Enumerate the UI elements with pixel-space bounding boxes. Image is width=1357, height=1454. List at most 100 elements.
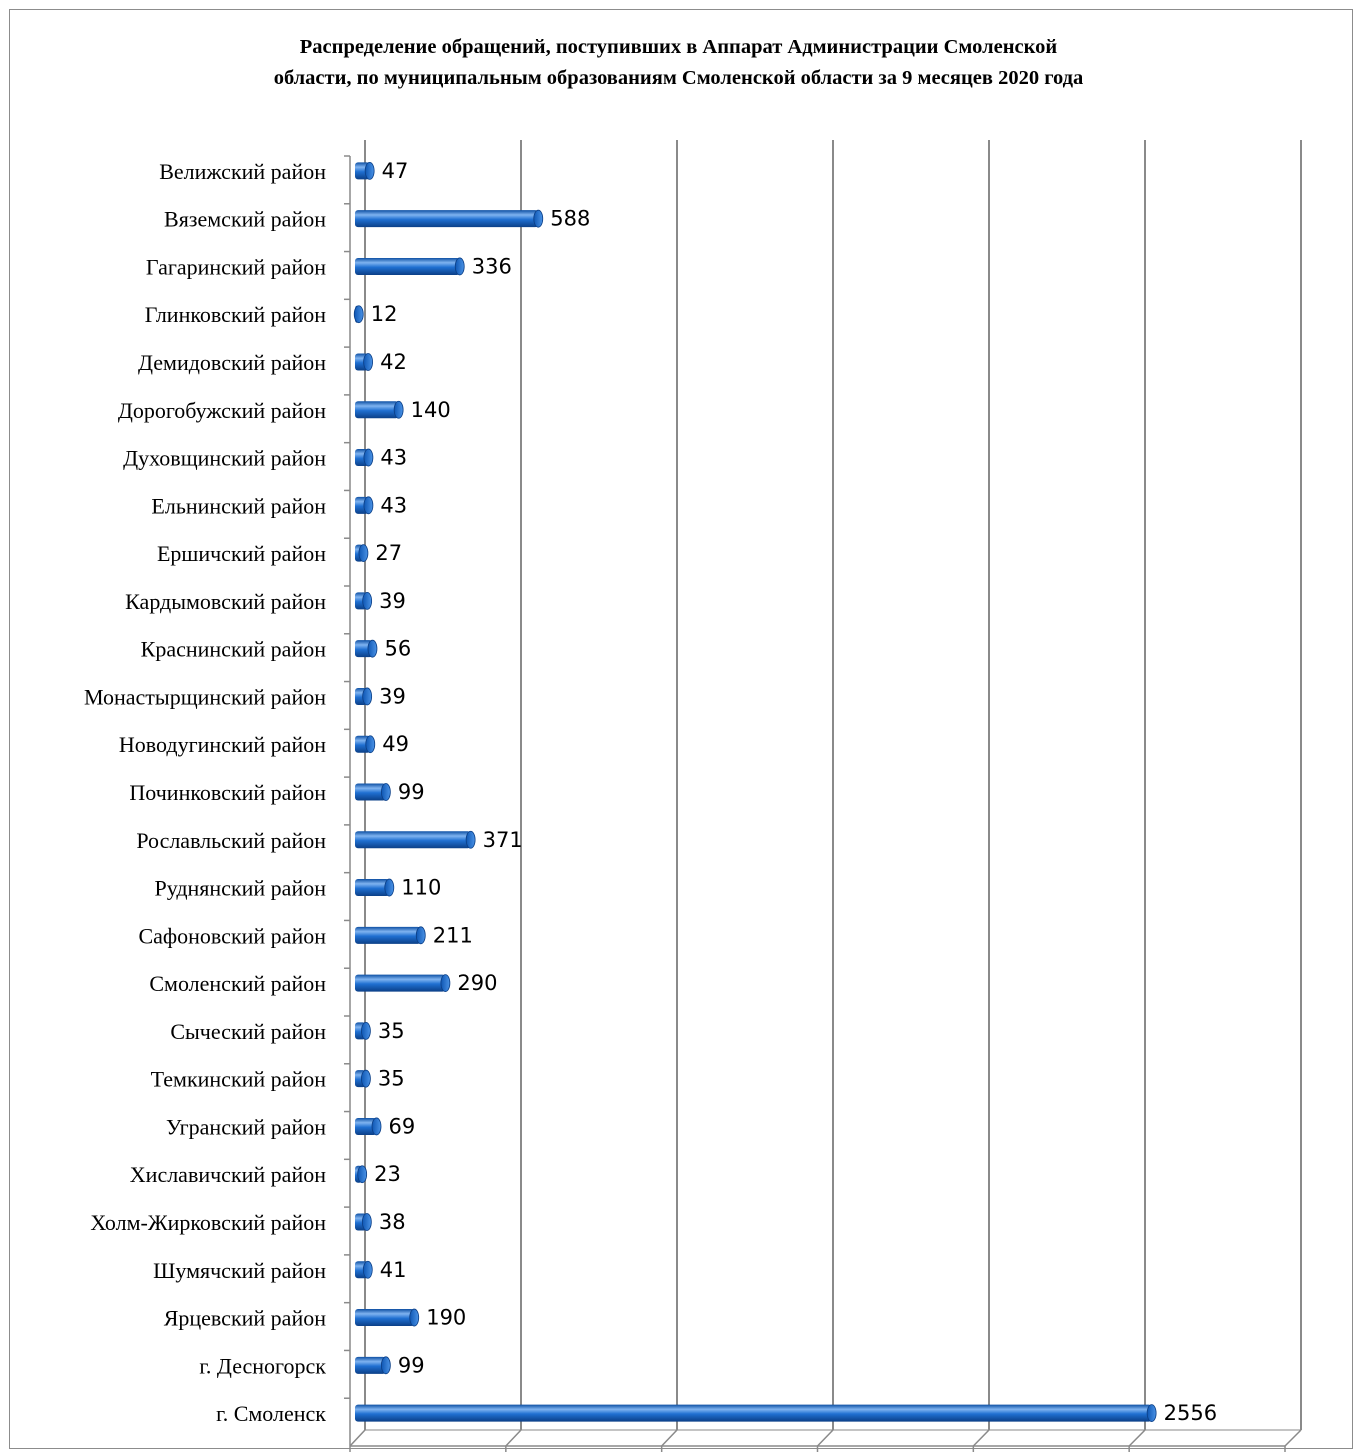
category-label: Монастырщинский район — [84, 684, 326, 709]
category-label: Сафоновский район — [138, 923, 326, 948]
bar-cap-1 — [364, 161, 375, 180]
chart-title-line-2: области, по муниципальным образованиям С… — [273, 67, 1084, 89]
bar-cap-15 — [465, 830, 476, 849]
floor-gridline-1500 — [816, 1429, 834, 1447]
value-label: 12 — [371, 302, 398, 326]
value-label: 35 — [378, 1019, 405, 1043]
value-label: 49 — [382, 732, 409, 756]
category-label: Сыческий район — [170, 1019, 326, 1044]
bar-cap-16 — [384, 878, 395, 897]
bar-cap-21 — [371, 1117, 382, 1136]
value-label: 588 — [550, 207, 590, 231]
category-label: Вяземский район — [164, 207, 326, 232]
bar-26 — [355, 1356, 386, 1374]
floor-gridline-3000 — [1284, 1429, 1302, 1447]
bar-cap-9 — [358, 544, 369, 563]
category-label: Гагаринский район — [146, 254, 326, 279]
value-label: 99 — [398, 780, 425, 804]
bar-cap-22 — [357, 1165, 368, 1184]
floor-gridline-0 — [349, 1429, 366, 1447]
category-label: Глинковский район — [145, 302, 326, 327]
category-label: Кардымовский район — [125, 589, 326, 614]
bar-cap-20 — [361, 1069, 371, 1088]
category-label: Ельнинский район — [151, 493, 326, 518]
category-label: Краснинский район — [141, 637, 327, 662]
bar-16 — [355, 879, 390, 897]
bar-3 — [355, 257, 460, 275]
floor-gridline-2500 — [1128, 1429, 1146, 1447]
bar-cap-24 — [362, 1260, 373, 1279]
value-label: 69 — [389, 1114, 416, 1138]
bar-cap-14 — [380, 783, 391, 801]
value-label: 43 — [380, 493, 407, 517]
bar-cap-27 — [1146, 1404, 1157, 1423]
category-label: Темкинский район — [151, 1067, 327, 1092]
bar-cap-2 — [533, 209, 544, 228]
chart-title-line-1: Распределение обращений, поступивших в А… — [299, 36, 1058, 58]
category-label: г. Смоленск — [216, 1401, 326, 1426]
chart-title: Распределение обращений, поступивших в А… — [0, 32, 1357, 94]
value-label: 56 — [384, 637, 411, 661]
bar-18 — [355, 974, 446, 992]
bar-17 — [355, 926, 421, 944]
bar-11 — [355, 640, 373, 658]
bar-cap-6 — [393, 400, 404, 419]
category-label: Новодугинский район — [119, 732, 326, 757]
bar-cap-7 — [363, 448, 374, 467]
category-label: Демидовский район — [138, 350, 326, 375]
bar-15 — [355, 831, 471, 849]
bar-layer — [353, 161, 1157, 1423]
value-label: 39 — [379, 589, 406, 613]
bar-cap-12 — [362, 687, 373, 706]
value-label: 43 — [380, 446, 407, 470]
category-label: Шумячский район — [153, 1258, 326, 1283]
label-layer: 050010001500200025003000Велижский район4… — [84, 159, 1217, 1426]
value-label: 35 — [378, 1067, 405, 1091]
category-label: Рославльский район — [136, 828, 326, 853]
value-label: 336 — [472, 254, 512, 278]
category-label: Ершичский район — [157, 541, 326, 566]
category-label: Велижский район — [159, 159, 326, 184]
value-label: 38 — [379, 1210, 406, 1234]
bar-14 — [355, 783, 386, 801]
bar-21 — [355, 1117, 377, 1135]
value-label: 42 — [380, 350, 407, 374]
value-label: 140 — [411, 398, 451, 422]
category-label: Починковский район — [129, 780, 326, 805]
value-label: 190 — [426, 1306, 466, 1330]
bar-cap-26 — [380, 1356, 391, 1375]
bar-cap-18 — [440, 974, 451, 993]
bar-27 — [355, 1404, 1152, 1422]
value-label: 39 — [379, 684, 406, 708]
category-label: Холм-Жирковский район — [90, 1210, 326, 1235]
bar-cap-25 — [409, 1308, 420, 1327]
value-label: 290 — [457, 971, 497, 995]
chart-frame — [9, 9, 1353, 1449]
floor-gridline-1000 — [661, 1429, 678, 1447]
value-label: 99 — [398, 1353, 425, 1377]
bar-cap-17 — [415, 926, 426, 945]
bar-cap-23 — [361, 1213, 372, 1231]
bar-cap-11 — [367, 639, 378, 658]
category-label: Дорогобужский район — [118, 398, 326, 423]
axis-layer — [344, 155, 1301, 1452]
category-label: Хиславичский район — [130, 1162, 326, 1187]
value-label: 27 — [375, 541, 402, 565]
value-label: 23 — [374, 1162, 401, 1186]
bar-6 — [355, 401, 399, 419]
bar-2 — [355, 210, 539, 228]
category-label: Духовщинский район — [123, 446, 326, 471]
bar-cap-10 — [362, 591, 373, 610]
category-label: Руднянский район — [154, 876, 326, 901]
bar-cap-5 — [363, 353, 373, 371]
value-label: 110 — [401, 876, 441, 900]
category-label: Смоленский район — [149, 971, 326, 996]
category-label: г. Десногорск — [199, 1353, 326, 1378]
value-label: 47 — [382, 159, 409, 183]
value-label: 2556 — [1164, 1401, 1217, 1425]
bar-cap-4 — [353, 305, 364, 324]
bar-25 — [355, 1309, 415, 1327]
value-label: 371 — [483, 828, 523, 852]
category-label: Ярцевский район — [164, 1306, 327, 1331]
